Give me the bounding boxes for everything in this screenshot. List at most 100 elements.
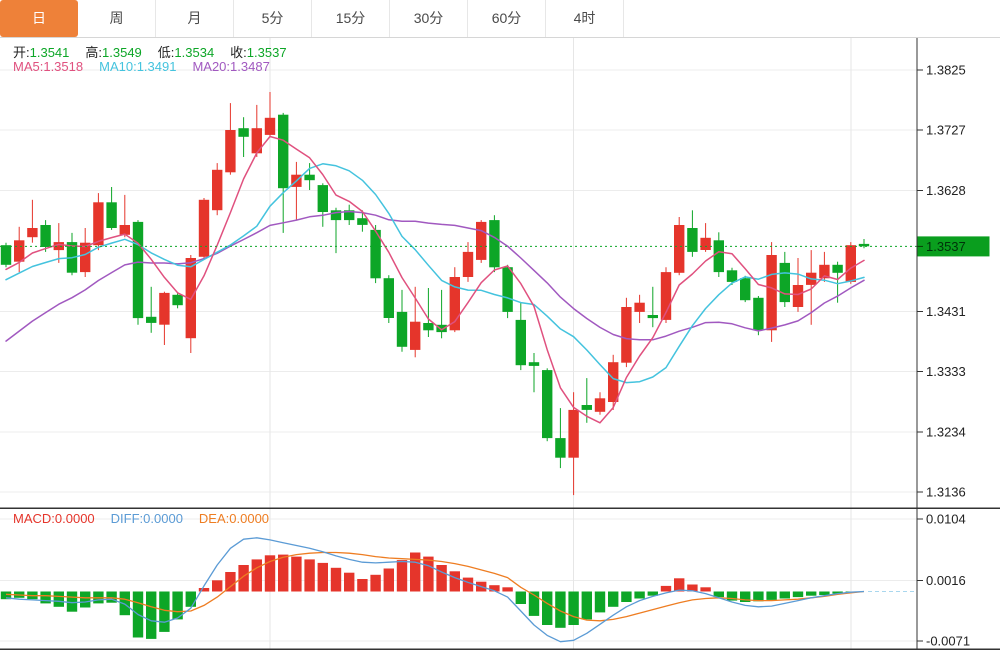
macd-legend: MACD:0.0000 DIFF:0.0000 DEA:0.0000 — [13, 511, 285, 526]
legend-ma-item: MA20:1.3487 — [192, 59, 269, 74]
candle-body — [621, 307, 632, 363]
candle-body — [792, 285, 804, 307]
candle-body — [119, 225, 130, 235]
macd-hist-bar — [146, 591, 157, 639]
macd-hist-bar — [726, 591, 738, 601]
legend-ohlc-item: 低:1.3534 — [158, 45, 214, 60]
candle-body — [766, 255, 777, 331]
tab-60min[interactable]: 60分 — [468, 0, 546, 37]
candle-body — [700, 237, 711, 250]
candle-body — [502, 267, 513, 312]
candle-body — [858, 243, 870, 247]
candle-body — [132, 221, 144, 319]
macd-hist-bar — [436, 565, 447, 592]
legend-value: 0.0000 — [143, 511, 183, 526]
macd-hist-bar — [185, 591, 196, 607]
macd-hist-bar — [528, 591, 540, 616]
macd-hist-bar — [357, 579, 368, 592]
candle-body — [278, 114, 289, 189]
macd-hist-bar — [792, 591, 804, 598]
candle-body — [832, 264, 843, 273]
candle-body — [462, 251, 474, 277]
macd-hist-bar — [304, 559, 315, 592]
macd-hist-bar — [832, 591, 843, 594]
candle-body — [212, 169, 223, 211]
candle-body — [476, 221, 487, 260]
candle-body — [726, 270, 738, 282]
macd-hist-bar — [779, 591, 790, 599]
macd-hist-bar — [449, 571, 460, 592]
macd-hist-bar — [740, 591, 751, 602]
candle-body — [383, 278, 394, 318]
current-price-label: 1.3537 — [926, 239, 966, 254]
macd-hist-bar — [370, 574, 381, 592]
macd-hist-bar — [53, 591, 64, 607]
candle-body — [27, 228, 38, 238]
candle-body — [740, 278, 751, 301]
macd-hist-bar — [40, 591, 51, 604]
candle-body — [93, 202, 104, 246]
macd-hist-bar — [396, 560, 408, 592]
candlestick-macd-chart: 1.3825 1.3727 1.3628 1.3431 1.3333 1.3234 1.31… — [0, 38, 1000, 650]
tab-15min[interactable]: 15分 — [312, 0, 390, 37]
macd-hist-bar — [423, 556, 434, 592]
legend-label: 低: — [157, 45, 175, 60]
legend-ma-item: MA10:1.3491 — [99, 59, 176, 74]
macd-hist-bar — [80, 591, 91, 608]
legend-ohlc-item: 收:1.3537 — [230, 45, 286, 60]
macd-hist-bar — [330, 567, 342, 592]
legend-value: 1.3541 — [29, 45, 70, 60]
price-tick-label: 1.3628 — [926, 183, 966, 198]
chart-canvas[interactable]: 1.3825 1.3727 1.3628 1.3431 1.3333 1.3234 1.31… — [0, 38, 1000, 656]
candle-body — [581, 405, 592, 410]
candle-body — [330, 210, 342, 221]
legend-label: 开: — [13, 45, 30, 60]
candle-body — [198, 199, 210, 257]
macd-hist-bar — [594, 591, 606, 613]
tab-month[interactable]: 月 — [156, 0, 234, 37]
candle-body — [713, 240, 724, 273]
tab-5min[interactable]: 5分 — [234, 0, 312, 37]
legend-value: 1.3518 — [43, 59, 84, 74]
macd-hist-bar — [819, 591, 830, 595]
macd-hist-bar — [621, 591, 632, 602]
current-price-badge — [917, 236, 990, 257]
ma10-line — [5, 163, 865, 384]
candle-body — [687, 228, 698, 252]
tab-30min[interactable]: 30分 — [390, 0, 468, 37]
price-tick-label: 1.3234 — [926, 425, 966, 440]
candle-body — [515, 319, 526, 366]
candle-body — [357, 218, 368, 225]
candle-body — [14, 240, 25, 262]
macd-hist-bar — [238, 565, 249, 592]
legend-label: MA5: — [13, 59, 44, 74]
price-tick-label: 1.3727 — [926, 123, 966, 138]
macd-hist-bar — [225, 572, 236, 592]
macd-hist-bar — [119, 591, 130, 616]
candle-body — [594, 398, 606, 412]
tab-4hour[interactable]: 4时 — [546, 0, 624, 37]
diff-line — [5, 537, 865, 643]
legend-value: 1.3537 — [246, 45, 287, 60]
candle-body — [225, 130, 236, 173]
macd-hist-bar — [291, 556, 302, 592]
candle-body — [344, 210, 355, 221]
ma5-line — [5, 135, 865, 424]
candle-body — [106, 202, 117, 228]
macd-hist-bar — [634, 591, 645, 599]
legend-label: MA20: — [192, 59, 231, 74]
legend-value: 1.3549 — [102, 45, 142, 60]
macd-hist-bar — [700, 587, 711, 592]
tab-day[interactable]: 日 — [0, 0, 78, 37]
macd-hist-bar — [251, 559, 262, 592]
macd-hist-bar — [502, 587, 513, 592]
candle-body — [396, 311, 408, 347]
timeframe-tabbar: 日周月 5分 15分 30分 60分 4时 — [0, 0, 1000, 38]
macd-hist-bar — [462, 577, 474, 592]
legend-label: DIFF: — [110, 511, 144, 526]
candle-body — [159, 292, 170, 325]
legend-label: 收: — [230, 45, 247, 60]
tab-week[interactable]: 周 — [78, 0, 156, 37]
macd-hist-bar — [753, 591, 764, 602]
macd-hist-bar — [212, 580, 223, 592]
